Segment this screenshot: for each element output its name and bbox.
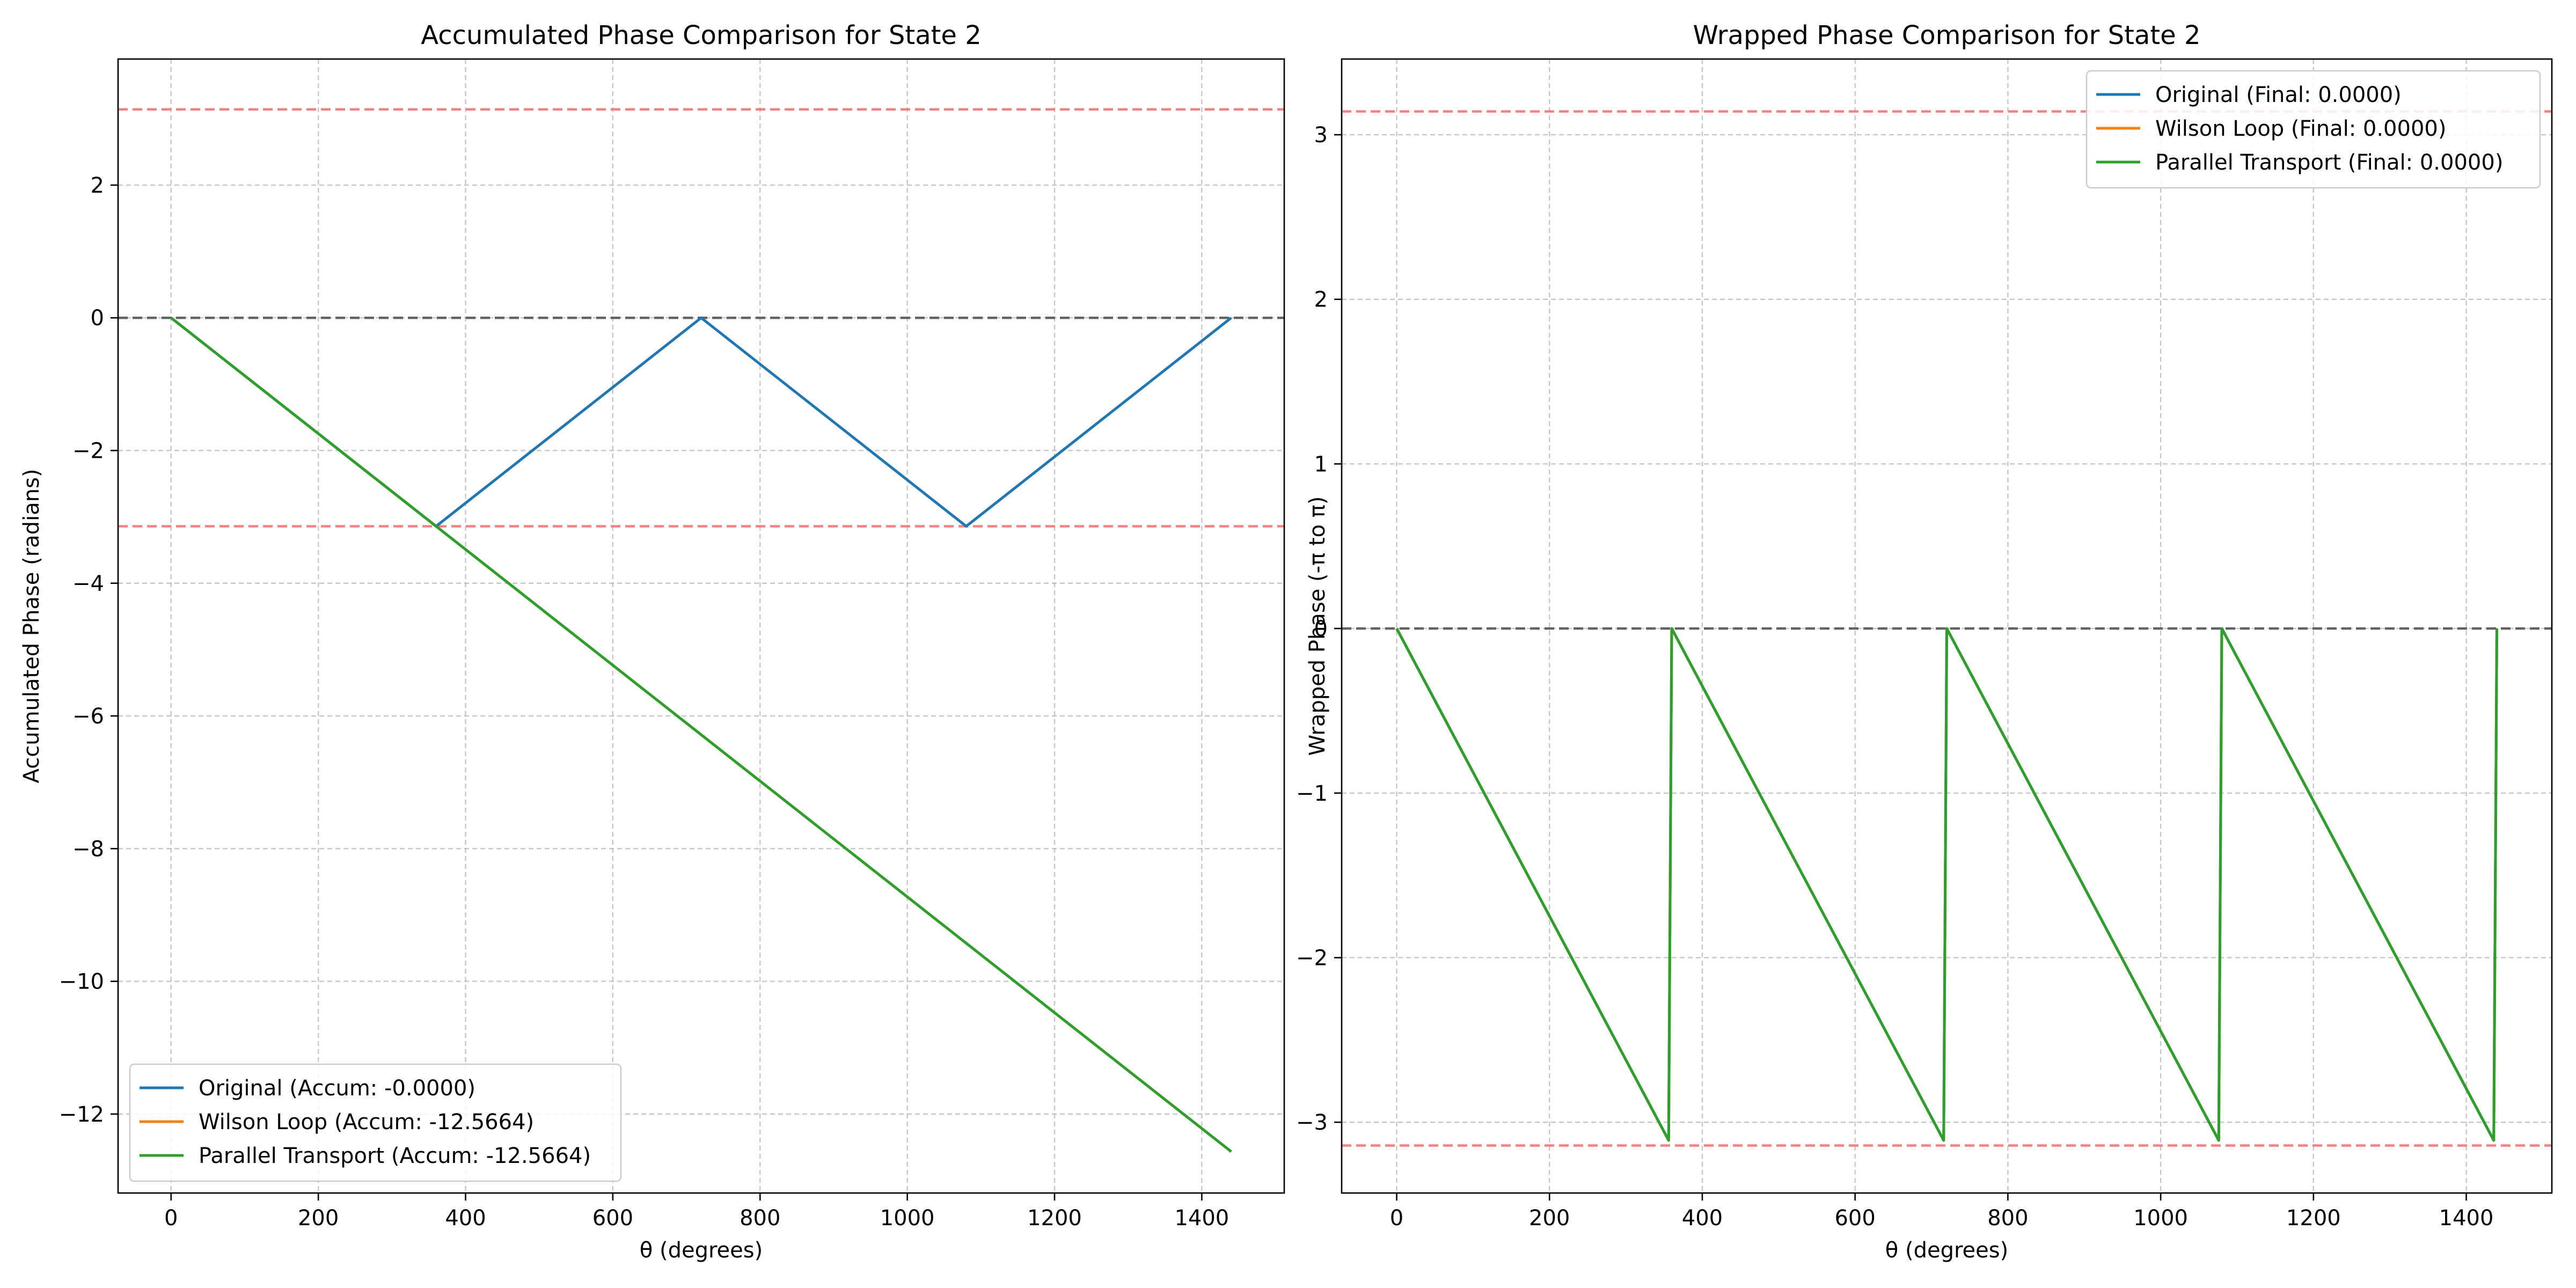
x-tick-label: 800: [1987, 1206, 2028, 1231]
chart-panel-1: 0 200 400 600 800 1000 1200 1400 2 0 −2 −4 −6 −8 −10 −1…: [19, 20, 1285, 1263]
legend-box: [2085, 70, 2541, 189]
plot-frame: [117, 58, 1285, 1194]
series-line-3: [170, 317, 1232, 1153]
y-tick-label: 1: [1314, 452, 1328, 477]
y-tick-label: 0: [91, 306, 104, 331]
x-tick-label: 400: [445, 1206, 486, 1231]
plot-frame: [1341, 58, 2553, 1194]
x-tick-label: 600: [592, 1206, 633, 1231]
y-tick-label: 2: [1314, 288, 1328, 312]
x-tick-label: 200: [298, 1206, 339, 1231]
legend-label: Parallel Transport (Final: 0.0000): [2155, 150, 2503, 175]
y-axis-label: Accumulated Phase (radians): [19, 469, 44, 784]
legend-label: Parallel Transport (Accum: -12.5664): [199, 1144, 591, 1168]
x-axis-label: θ (degrees): [640, 1238, 763, 1263]
chart-panel-2: 0 200 400 600 800 1000 1200 1400 3 2 1 0 −1 −2 −3 Wrapp…: [1296, 20, 2553, 1263]
legend: Original (Accum: -0.0000) Wilson Loop (Ac…: [129, 1063, 622, 1182]
x-tick-label: 400: [1682, 1206, 1723, 1231]
y-tick-label: 3: [1314, 123, 1328, 148]
y-tick-label: −10: [59, 970, 104, 994]
legend-box: [129, 1063, 622, 1182]
y-tick-label: −6: [72, 704, 104, 729]
x-tick-label: 1400: [2439, 1206, 2494, 1231]
y-tick-label: −8: [72, 837, 104, 861]
chart-title: Wrapped Phase Comparison for State 2: [1693, 20, 2201, 50]
legend-label: Wilson Loop (Final: 0.0000): [2155, 116, 2446, 141]
legend: Original (Final: 0.0000) Wilson Loop (Fin…: [2085, 70, 2541, 189]
y-tick-label: 0: [1314, 617, 1328, 641]
x-tick-label: 0: [1390, 1206, 1403, 1231]
x-tick-label: 800: [740, 1206, 780, 1231]
x-tick-label: 1200: [1027, 1206, 1082, 1231]
y-tick-label: −3: [1296, 1110, 1328, 1135]
x-axis-label: θ (degrees): [1885, 1238, 2008, 1263]
legend-label: Wilson Loop (Accum: -12.5664): [199, 1110, 534, 1135]
x-tick-label: 1200: [2286, 1206, 2341, 1231]
series-line-3: [1395, 627, 2498, 1142]
legend-label: Original (Final: 0.0000): [2155, 83, 2402, 107]
y-axis-label: Wrapped Phase (-π to π): [1305, 496, 1330, 756]
x-tick-label: 1000: [880, 1206, 935, 1231]
y-tick-label: −2: [72, 438, 104, 463]
chart-title: Accumulated Phase Comparison for State 2: [421, 20, 982, 50]
x-tick-label: 1000: [2133, 1206, 2188, 1231]
x-tick-label: 600: [1834, 1206, 1875, 1231]
x-tick-label: 200: [1529, 1206, 1570, 1231]
y-tick-label: −4: [72, 572, 104, 596]
series-line-1: [170, 316, 1232, 528]
y-tick-label: −1: [1296, 781, 1328, 806]
y-tick-label: −2: [1296, 946, 1328, 970]
x-tick-label: 1400: [1174, 1206, 1229, 1231]
x-tick-label: 0: [164, 1206, 178, 1231]
legend-label: Original (Accum: -0.0000): [199, 1076, 475, 1101]
y-tick-label: −12: [59, 1102, 104, 1127]
y-tick-label: 2: [91, 173, 104, 198]
